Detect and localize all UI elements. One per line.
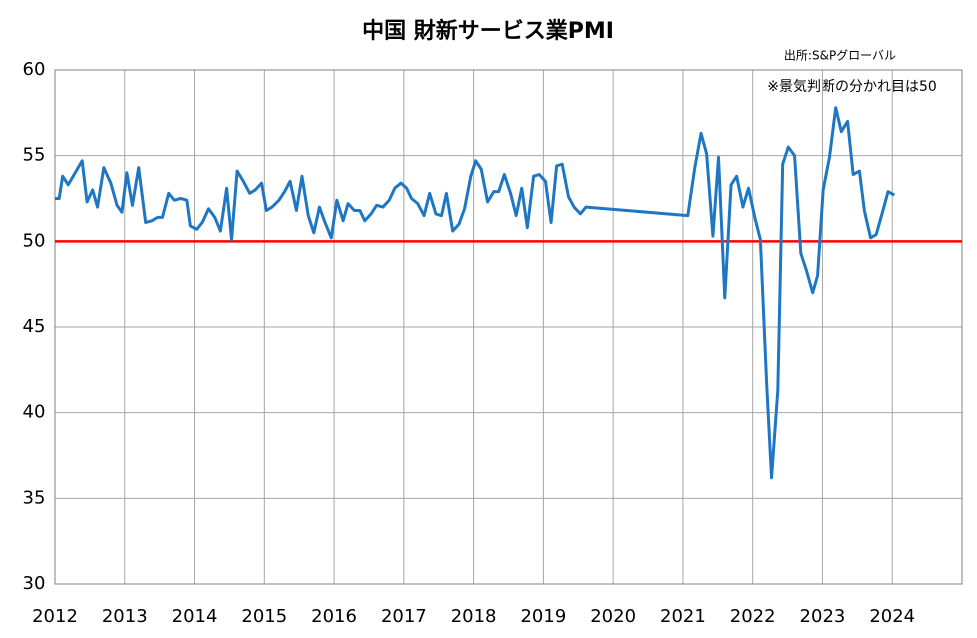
y-tick-label: 45 [23, 316, 46, 337]
x-tick-label: 2024 [869, 606, 915, 627]
x-tick-label: 2013 [102, 606, 148, 627]
y-tick-label: 55 [23, 145, 46, 166]
x-tick-label: 2012 [32, 606, 78, 627]
x-tick-label: 2019 [520, 606, 566, 627]
x-tick-label: 2023 [800, 606, 846, 627]
x-tick-label: 2021 [660, 606, 706, 627]
y-tick-label: 60 [23, 59, 46, 80]
x-tick-label: 2015 [241, 606, 287, 627]
x-tick-label: 2016 [311, 606, 357, 627]
x-tick-label: 2017 [381, 606, 427, 627]
y-tick-label: 50 [23, 230, 46, 251]
y-tick-label: 30 [23, 573, 46, 594]
threshold-note: ※景気判断の分かれ目は50 [767, 79, 937, 95]
x-tick-label: 2020 [590, 606, 636, 627]
y-tick-label: 40 [23, 402, 46, 423]
x-tick-label: 2022 [730, 606, 776, 627]
plot-border [54, 69, 963, 585]
x-tick-label: 2018 [451, 606, 497, 627]
data-line [55, 106, 896, 480]
source-note: 出所:S&Pグローバル [784, 49, 896, 63]
y-tick-label: 35 [23, 487, 46, 508]
x-tick-label: 2014 [172, 606, 218, 627]
chart-title: 中国 財新サービス業PMI [362, 18, 614, 44]
